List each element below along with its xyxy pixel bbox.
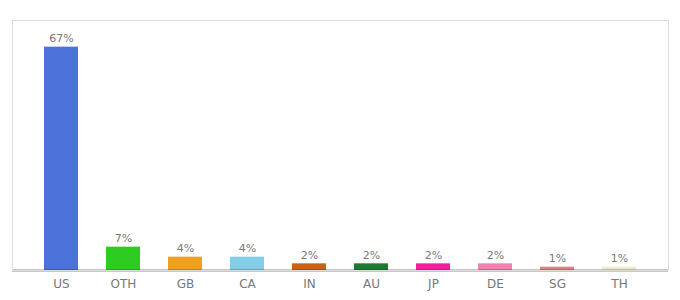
svg-text:2%: 2% xyxy=(301,249,318,262)
svg-text:4%: 4% xyxy=(177,242,194,255)
svg-text:SG: SG xyxy=(549,277,566,291)
svg-text:1%: 1% xyxy=(611,252,628,265)
svg-text:JP: JP xyxy=(427,277,439,291)
svg-text:GB: GB xyxy=(177,277,195,291)
svg-text:IN: IN xyxy=(303,277,316,291)
svg-text:OTH: OTH xyxy=(111,277,137,291)
svg-text:DE: DE xyxy=(487,277,504,291)
svg-text:2%: 2% xyxy=(363,249,380,262)
svg-text:2%: 2% xyxy=(425,249,442,262)
svg-text:4%: 4% xyxy=(239,242,256,255)
svg-text:7%: 7% xyxy=(115,232,132,245)
svg-text:CA: CA xyxy=(239,277,256,291)
svg-text:1%: 1% xyxy=(549,252,566,265)
svg-text:US: US xyxy=(53,277,69,291)
svg-text:67%: 67% xyxy=(49,32,73,45)
svg-text:2%: 2% xyxy=(487,249,504,262)
svg-text:AU: AU xyxy=(363,277,380,291)
svg-text:TH: TH xyxy=(610,277,627,291)
